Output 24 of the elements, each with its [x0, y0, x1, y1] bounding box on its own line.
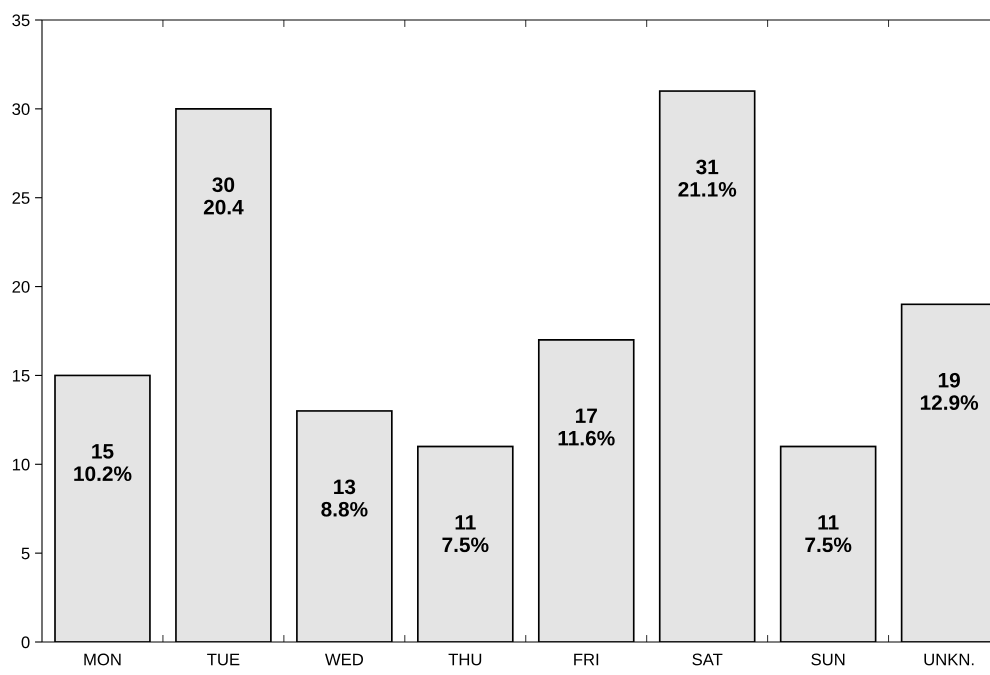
data-label: 19 12.9% — [920, 372, 978, 410]
y-tick-label: 30 — [12, 103, 30, 116]
y-tick-label: 20 — [12, 280, 30, 293]
data-label: 30 20.4 — [204, 177, 244, 215]
x-tick-label: TUE — [207, 654, 240, 666]
y-tick-label: 5 — [22, 548, 30, 560]
y-tick-label: 35 — [12, 14, 30, 26]
data-label: 13 8.8% — [321, 479, 368, 517]
data-label: 17 11.6% — [558, 408, 615, 446]
x-tick-label: SAT — [692, 654, 722, 666]
y-tick-label: 10 — [12, 458, 30, 470]
x-tick-label: WED — [325, 654, 364, 666]
data-label: 31 21.1% — [678, 160, 736, 197]
y-tick-label: 0 — [22, 636, 30, 648]
y-tick-label: 25 — [12, 192, 30, 204]
data-label: 11 7.5% — [442, 515, 489, 552]
y-tick-label: 15 — [12, 370, 30, 382]
data-label: 15 10.2% — [74, 444, 132, 482]
x-tick-label: MON — [84, 654, 121, 666]
data-label: 11 7.5% — [805, 515, 852, 552]
x-tick-label: THU — [448, 654, 482, 666]
x-tick-label: UNKN. — [924, 654, 974, 666]
x-tick-label: FRI — [574, 654, 598, 666]
x-tick-label: SUN — [811, 654, 844, 666]
